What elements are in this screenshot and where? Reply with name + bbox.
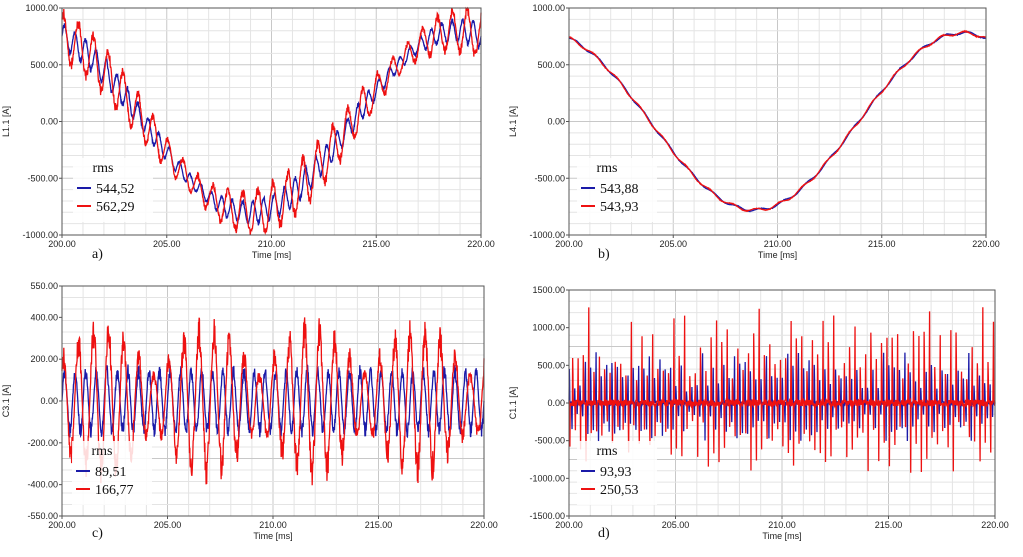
x-axis-label: Time [ms] [762, 531, 801, 541]
x-tick-label: 200.00 [48, 239, 76, 249]
legend-background [577, 158, 657, 222]
x-tick-label: 200.00 [48, 520, 76, 530]
y-tick-label: -1500.00 [529, 511, 565, 521]
x-tick-label: 210.00 [768, 520, 796, 530]
x-axis-label: Time [ms] [253, 531, 292, 541]
y-tick-label: -500.00 [27, 173, 58, 183]
x-tick-label: 220.00 [467, 239, 495, 249]
x-axis-label: Time [ms] [252, 250, 291, 260]
chart-panel: 200.00 205.00 210.00 215.00 220.00 550.00 400.… [1, 281, 498, 541]
legend-title: rms [597, 444, 618, 459]
y-tick-label: 1000.00 [532, 323, 565, 333]
legend-title: rms [597, 161, 618, 176]
y-tick-label: 550.00 [30, 281, 58, 291]
legend-entry-value: 93,93 [600, 465, 632, 480]
chart-panel: 200.00 205.00 210.00 215.00 220.00 1500.00 100… [508, 285, 1009, 541]
legend-entry-value: 544,52 [96, 182, 135, 197]
x-tick-label: 215.00 [365, 520, 393, 530]
x-tick-label: 210.00 [764, 239, 792, 249]
y-tick-label: -200.00 [27, 438, 58, 448]
x-axis-label: Time [ms] [758, 250, 797, 260]
x-tick-label: 210.00 [258, 239, 286, 249]
y-tick-label: -500.00 [534, 436, 565, 446]
series-line-2 [61, 6, 482, 235]
y-tick-label: -1000.00 [529, 473, 565, 483]
legend-entry-value: 250,53 [600, 483, 639, 498]
y-tick-label: 1000.00 [25, 3, 58, 13]
y-axis-label: C1.1 [A] [508, 387, 518, 420]
y-axis-label: C3.1 [A] [1, 385, 11, 418]
legend-title: rms [93, 161, 114, 176]
y-tick-label: -1000.00 [529, 230, 565, 240]
panel-label: c) [92, 526, 103, 541]
series-line-2 [568, 29, 987, 212]
panel-label: b) [598, 247, 610, 262]
legend-background [577, 441, 657, 505]
legend-entry-value: 562,29 [96, 200, 135, 215]
x-tick-label: 210.00 [259, 520, 287, 530]
y-tick-label: 500.00 [537, 60, 565, 70]
y-tick-label: 200.00 [30, 354, 58, 364]
series-line-1 [61, 18, 482, 226]
y-tick-label: 400.00 [30, 312, 58, 322]
x-tick-label: 200.00 [555, 520, 583, 530]
legend-entry-value: 543,93 [600, 200, 639, 215]
y-tick-label: 0.00 [40, 117, 58, 127]
chart-panel: 200.00 205.00 210.00 215.00 220.00 1000.00 500… [508, 3, 1000, 262]
y-tick-label: -500.00 [534, 173, 565, 183]
series-line-2 [568, 307, 996, 473]
x-tick-label: 215.00 [362, 239, 390, 249]
y-axis-label: L1.1 [A] [1, 106, 11, 137]
x-tick-label: 215.00 [875, 520, 903, 530]
x-tick-label: 220.00 [470, 520, 498, 530]
y-axis-label: L4.1 [A] [508, 106, 518, 137]
panel-label: d) [598, 526, 610, 541]
legend-background [72, 441, 152, 505]
legend-entry-value: 543,88 [600, 182, 639, 197]
legend-entry-value: 89,51 [95, 465, 127, 480]
series-line-1 [568, 30, 987, 213]
y-tick-label: 500.00 [537, 360, 565, 370]
x-tick-label: 215.00 [868, 239, 896, 249]
y-tick-label: -550.00 [27, 511, 58, 521]
y-tick-label: -400.00 [27, 480, 58, 490]
x-tick-label: 205.00 [659, 239, 687, 249]
legend-title: rms [92, 444, 113, 459]
x-tick-label: 220.00 [981, 520, 1009, 530]
x-tick-label: 205.00 [153, 239, 181, 249]
y-tick-label: 1000.00 [532, 3, 565, 13]
legend-entry-value: 166,77 [95, 483, 134, 498]
x-tick-label: 205.00 [154, 520, 182, 530]
x-tick-label: 200.00 [555, 239, 583, 249]
y-tick-label: 0.00 [547, 117, 565, 127]
chart-panel: 200.00 205.00 210.00 215.00 220.00 1000.00 500… [1, 3, 495, 262]
panel-label: a) [92, 247, 103, 262]
y-tick-label: 1500.00 [532, 285, 565, 295]
x-tick-label: 220.00 [972, 239, 1000, 249]
legend-background [73, 158, 153, 222]
y-tick-label: 0.00 [547, 398, 565, 408]
series-line-1 [61, 364, 485, 439]
x-tick-label: 205.00 [662, 520, 690, 530]
y-tick-label: 0.00 [40, 396, 58, 406]
y-tick-label: -1000.00 [22, 230, 58, 240]
y-tick-label: 500.00 [30, 60, 58, 70]
